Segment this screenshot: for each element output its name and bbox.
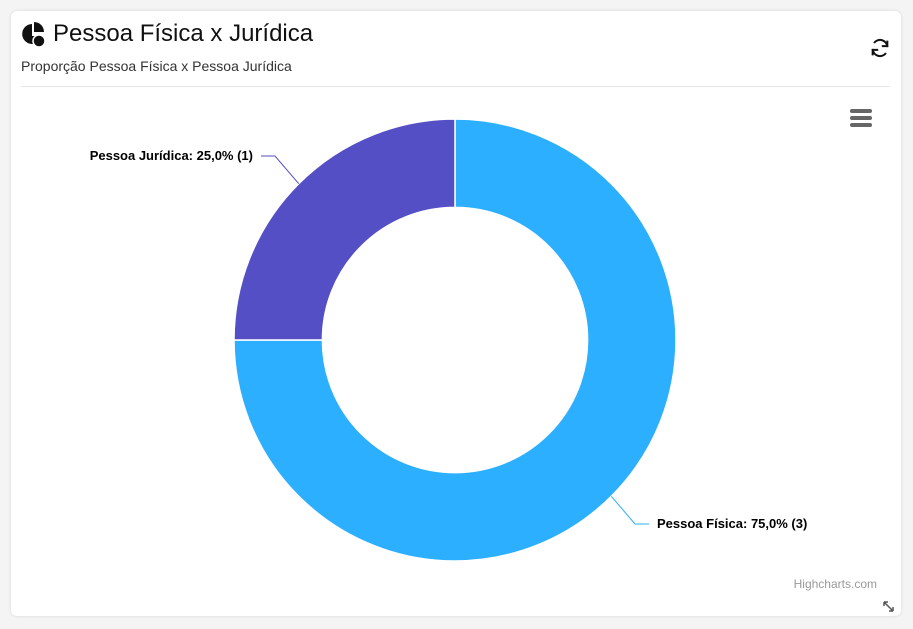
resize-handle[interactable]: [883, 601, 894, 612]
donut-slice: [233, 118, 456, 341]
credits[interactable]: Highcharts.com: [794, 577, 877, 591]
label-connector: [261, 155, 300, 185]
refresh-button[interactable]: [869, 37, 891, 59]
pie-icon: [22, 22, 46, 48]
divider: [21, 86, 890, 87]
donut-slice: [233, 118, 677, 562]
label-connector: [610, 495, 649, 525]
data-label: Pessoa Jurídica: 25,0% (1): [90, 148, 253, 163]
card-title: Pessoa Física x Jurídica: [53, 20, 314, 47]
menu-button[interactable]: [850, 109, 872, 127]
data-label: Pessoa Física: 75,0% (3): [657, 516, 807, 531]
card-subtitle: Proporção Pessoa Física x Pessoa Jurídic…: [21, 58, 292, 74]
